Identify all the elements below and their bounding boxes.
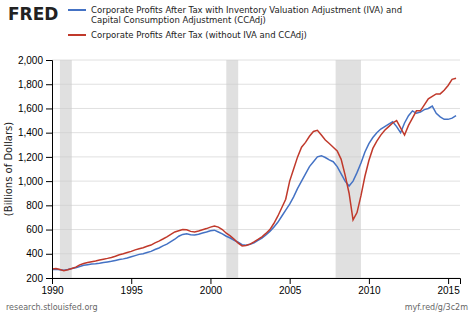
tick-mark	[46, 60, 52, 61]
grid-line	[52, 84, 460, 85]
tick-label: 2015	[437, 285, 460, 296]
grid-line	[52, 156, 460, 157]
tick-label: 2005	[279, 285, 302, 296]
grid-line	[52, 132, 460, 133]
tick: 1,200	[18, 152, 52, 163]
tick-label: 200	[26, 273, 43, 284]
tick-label: 2010	[358, 285, 381, 296]
tick-label: 1995	[121, 285, 144, 296]
tick-label: 1990	[41, 285, 64, 296]
grid-line	[52, 253, 460, 254]
tick: 2005	[279, 278, 302, 296]
tick-mark	[46, 108, 52, 109]
tick: 2010	[358, 278, 381, 296]
recession-band	[60, 60, 72, 278]
y-axis-title: (Billions of Dollars)	[3, 122, 14, 216]
grid-line	[52, 181, 460, 182]
tick-mark	[46, 278, 52, 279]
tick: 1,600	[18, 103, 52, 114]
annotation: research.stlouisfed.org	[6, 303, 98, 312]
tick: 1,000	[18, 176, 52, 187]
tick-label: 800	[26, 200, 43, 211]
recession-band	[336, 60, 361, 278]
grid-line	[52, 60, 460, 61]
tick-mark	[210, 278, 211, 284]
tick-mark	[290, 278, 291, 284]
tick: 1990	[41, 278, 64, 296]
tick-mark	[46, 254, 52, 255]
tick-mark	[46, 230, 52, 231]
tick-mark	[46, 157, 52, 158]
tick-label: 1,000	[18, 176, 43, 187]
tick: 400	[26, 248, 52, 259]
tick-label: 1,200	[18, 152, 43, 163]
legend-entry: Corporate Profits After Tax with Invento…	[91, 5, 402, 25]
tick: 200	[26, 273, 52, 284]
tick-label: 600	[26, 224, 43, 235]
series-line	[52, 106, 456, 270]
series-line	[52, 78, 456, 271]
tick-mark	[46, 133, 52, 134]
legend: Corporate Profits After Tax with Invento…	[68, 5, 402, 40]
tick-mark	[46, 205, 52, 206]
tick-mark	[448, 278, 449, 284]
x-axis: 1990 1995 2000 2005 2010 2015	[41, 278, 460, 296]
grid	[52, 60, 460, 278]
tick: 800	[26, 200, 52, 211]
tick-mark	[131, 278, 132, 284]
tick: 1995	[121, 278, 144, 296]
tick: 1,400	[18, 127, 52, 138]
legend-entry: Corporate Profits After Tax (without IVA…	[91, 30, 307, 40]
chart: FRED Corporate Profits After Tax with Inv…	[0, 0, 474, 314]
tick-label: 2000	[200, 285, 223, 296]
tick-label: 400	[26, 248, 43, 259]
tick: 2015	[437, 278, 460, 296]
marks	[52, 60, 456, 278]
tick-mark	[46, 84, 52, 85]
tick-mark	[46, 181, 52, 182]
title: FRED	[8, 4, 58, 24]
grid-line	[52, 108, 460, 109]
legend-swatch	[68, 34, 86, 36]
tick-mark	[369, 278, 370, 284]
annotation: myf.red/g/3c2m	[405, 303, 468, 312]
tick: 2000	[200, 278, 223, 296]
tick-label: 1,600	[18, 103, 43, 114]
grid-line	[52, 205, 460, 206]
plot: 1990 1995 2000 2005 2010 2015 200 400 600 800 1,00…	[18, 55, 461, 296]
tick-label: 2,000	[18, 55, 43, 66]
recession-band	[226, 60, 238, 278]
tick-label: 1,800	[18, 79, 43, 90]
axis-domain	[46, 61, 53, 279]
tick-label: 1,400	[18, 127, 43, 138]
tick: 2,000	[18, 55, 52, 66]
legend-swatch	[68, 9, 86, 11]
axis-domain	[53, 279, 461, 285]
y-axis: 200 400 600 800 1,000 1,200 1,400 1,600 1,800 2,0…	[18, 55, 53, 284]
grid-line	[52, 229, 460, 230]
tick: 1,800	[18, 79, 52, 90]
tick: 600	[26, 224, 52, 235]
